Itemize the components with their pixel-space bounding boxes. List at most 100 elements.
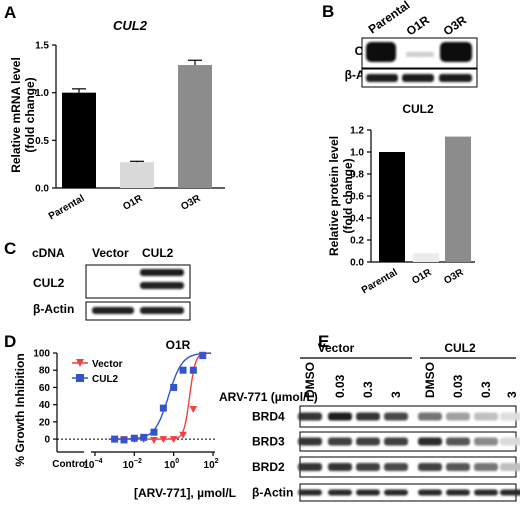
blot-e-lane-1: 0.03 — [333, 374, 347, 398]
chart-b-xlabel-2: O3R — [442, 267, 466, 287]
chart-b-ytick-label-0: 0.0 — [350, 258, 364, 269]
blot-c-header: cDNA — [32, 246, 65, 260]
blot-e-group-vector: Vector — [318, 341, 355, 355]
chart-d-ytick-label-3: 60 — [39, 383, 51, 394]
chart-d-xtick-label-0: 10−4 — [83, 458, 102, 471]
blot-e-bands-1 — [298, 437, 520, 446]
panel-label-d: D — [4, 332, 16, 351]
chart-b-bar-0 — [379, 152, 405, 262]
chart-d-title: O1R — [166, 338, 191, 352]
blot-b: CUL2 β-Actin Parental O1R O3R — [345, 0, 478, 88]
chart-a-ytick-label-3: 1.5 — [35, 41, 49, 52]
blot-b-band-cul2-o1r — [406, 52, 434, 57]
blot-e-band-1-5 — [446, 437, 470, 446]
blot-e-band-0-1 — [328, 412, 352, 421]
blot-b-band-actin-o1r — [402, 74, 434, 82]
chart-a-xlabel-2: O3R — [179, 193, 203, 213]
blot-e-band-2-7 — [500, 463, 520, 471]
blot-e-band-1-0 — [298, 437, 322, 446]
legend-cul2-label: CUL2 — [92, 374, 119, 385]
chart-d-xlabel: [ARV-771], µmol/L — [134, 486, 236, 500]
blot-e-lane-7: 3 — [505, 391, 519, 398]
chart-d-control-label: Control — [52, 459, 88, 470]
chart-d-xtick-label-1: 10−2 — [123, 458, 142, 471]
blot-e-band-2-0 — [298, 463, 322, 471]
blot-c-actin-frame — [85, 301, 191, 321]
blot-b-lane-o3r: O3R — [441, 13, 470, 39]
blot-e-group-cul2: CUL2 — [444, 341, 476, 355]
blot-e-band-2-1 — [328, 463, 352, 471]
blot-e-band-3-1 — [328, 489, 352, 496]
blot-e-lane-5: 0.03 — [451, 374, 465, 398]
blot-e-band-1-6 — [474, 437, 498, 446]
blot-b-lane-o1r: O1R — [404, 13, 433, 39]
legend-vector-marker — [76, 359, 84, 367]
blot-e-band-0-0 — [298, 412, 322, 421]
blot-e-band-1-3 — [384, 437, 408, 446]
blot-e-row-3: β-Actin — [252, 486, 293, 500]
blot-e: Vector CUL2 ARV-771 (µmol/L) DMSO 0.03 0.3… — [219, 341, 520, 502]
blot-c-band-cul2-lower — [140, 282, 184, 289]
chart-a-ytick-label-0: 0.0 — [35, 184, 49, 195]
blot-b-band-actin-parental — [366, 74, 398, 82]
blot-e-bands-2 — [298, 463, 520, 471]
chart-d-dose-response: O1R % Growth Inhibition [ARV-771], µmol/… — [13, 338, 236, 500]
blot-e-band-3-4 — [418, 489, 442, 496]
panel-label-b: B — [322, 2, 334, 21]
chart-a-title: CUL2 — [113, 18, 148, 33]
blot-e-row-0: BRD4 — [252, 410, 285, 424]
chart-b-xlabel-1: O1R — [410, 267, 434, 287]
blot-b-band-cul2-o3r — [440, 42, 472, 62]
chart-d-point-vector-5 — [159, 436, 168, 444]
blot-e-band-2-2 — [356, 463, 380, 471]
blot-e-band-1-7 — [500, 437, 520, 446]
blot-e-band-2-5 — [446, 463, 470, 471]
chart-d-point-cul2-7 — [179, 366, 187, 374]
blot-b-band-cul2-parental — [366, 42, 396, 62]
blot-e-band-0-2 — [356, 412, 380, 421]
panel-label-c: C — [4, 239, 16, 258]
blot-c-row-actin: β-Actin — [33, 302, 74, 316]
chart-b-ytick-label-2: 0.4 — [350, 214, 364, 225]
chart-b-protein: CUL2 Relative protein level (fold change… — [327, 102, 475, 296]
blot-c-band-actin-cul2 — [140, 307, 184, 314]
blot-c-band-actin-vector — [92, 307, 134, 314]
chart-d-point-vector-7 — [179, 431, 187, 439]
chart-b-ylabel-2: (fold change) — [341, 158, 355, 233]
blot-c-lane-cul2: CUL2 — [142, 246, 174, 260]
blot-e-band-0-6 — [474, 412, 498, 421]
blot-e-band-1-2 — [356, 437, 380, 446]
blot-e-band-3-6 — [474, 489, 498, 496]
chart-b-xlabel-0: Parental — [360, 267, 400, 296]
blot-e-bands-0 — [298, 412, 520, 421]
chart-d-point-cul2-8 — [189, 366, 197, 374]
chart-a-ylabel-2: (fold change) — [23, 77, 37, 152]
blot-e-band-2-4 — [418, 463, 442, 471]
chart-d-point-cul2-6 — [170, 383, 178, 391]
blot-c-row-cul2: CUL2 — [33, 276, 65, 290]
chart-b-ytick-label-5: 1.0 — [350, 148, 364, 159]
blot-e-lane-0: DMSO — [303, 362, 317, 398]
chart-b-ylabel-1: Relative protein level — [327, 136, 341, 256]
chart-b-ytick-label-3: 0.6 — [350, 192, 364, 203]
blot-e-band-0-3 — [384, 412, 408, 421]
blot-c-lane-vector: Vector — [92, 246, 129, 260]
chart-d-point-cul2-5 — [159, 404, 167, 412]
chart-b-bar-1 — [413, 253, 439, 262]
panel-label-e: E — [318, 332, 329, 351]
chart-a-ytick-label-2: 1.0 — [35, 88, 49, 99]
blot-e-band-3-7 — [500, 489, 520, 496]
chart-a-bar-1 — [120, 162, 154, 188]
blot-e-band-2-6 — [474, 463, 498, 471]
chart-a-mrna: CUL2 Relative mRNA level (fold change) 0… — [9, 18, 225, 222]
blot-e-lane-3: 3 — [389, 391, 403, 398]
chart-a-ylabel-1: Relative mRNA level — [9, 57, 23, 173]
chart-a-xlabel-0: Parental — [47, 193, 87, 222]
chart-d-point-cul2-2 — [130, 434, 138, 442]
blot-e-treatment: ARV-771 (µmol/L) — [219, 390, 318, 404]
chart-d-ytick-label-0: 0 — [44, 435, 50, 446]
blot-e-band-1-4 — [418, 437, 442, 446]
chart-d-point-cul2-1 — [120, 436, 128, 444]
chart-d-fit-cul2 — [108, 352, 212, 440]
chart-d-point-cul2-0 — [111, 435, 119, 443]
